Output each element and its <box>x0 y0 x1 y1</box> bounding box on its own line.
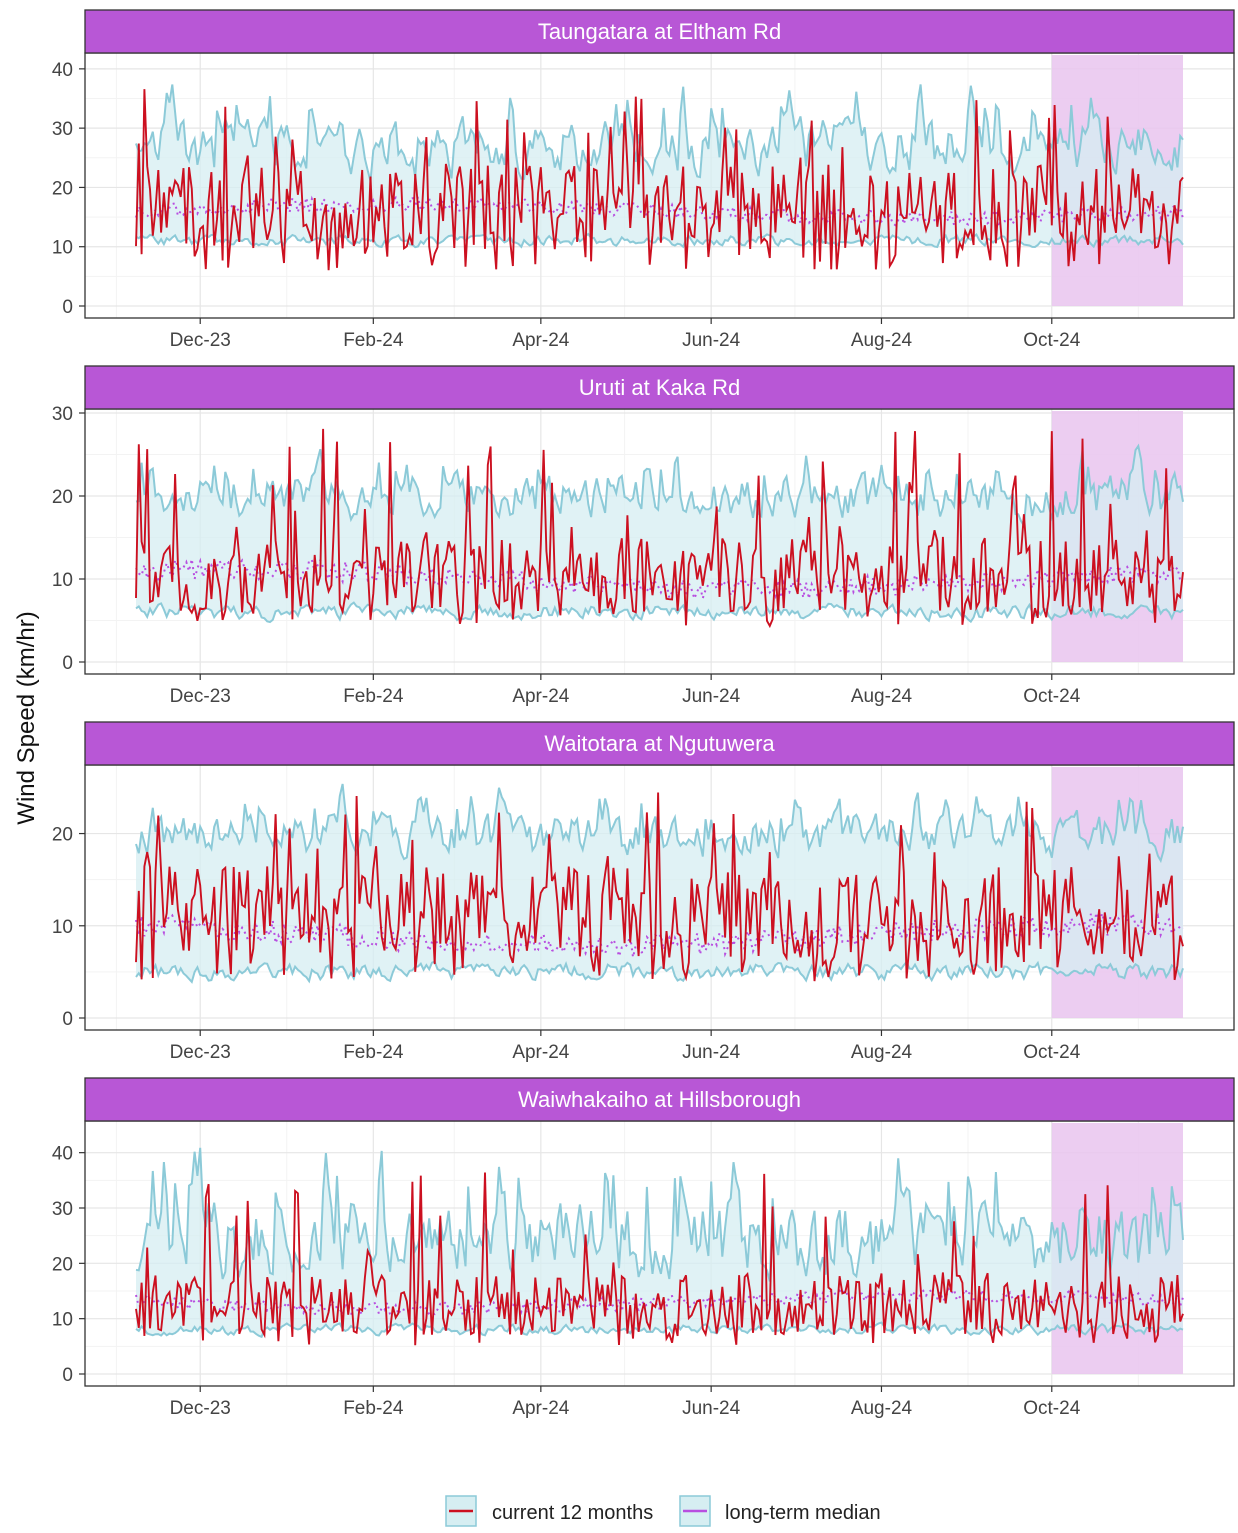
y-tick-label: 40 <box>52 1144 73 1165</box>
panel-2: Uruti at Kaka Rd 0 10 20 30 Dec-23 Feb-24 Apr-2… <box>52 365 1235 707</box>
y-tick-label: 30 <box>52 1199 73 1220</box>
facet-strip <box>84 365 1235 410</box>
band-upper-line <box>135 443 1184 529</box>
x-tick-label: Feb-24 <box>343 686 404 707</box>
median-line <box>135 1286 1184 1318</box>
y-tick-label: 0 <box>62 1365 73 1386</box>
legend: current 12 months long-term median <box>445 1495 881 1527</box>
x-tick-label: Apr-24 <box>512 686 569 707</box>
x-tick-label: Aug-24 <box>851 1398 913 1419</box>
facet-title: Waiwhakaiho at Hillsborough <box>518 1087 801 1112</box>
current-line <box>135 792 1184 982</box>
x-tick-label: Oct-24 <box>1023 1042 1080 1063</box>
x-tick-label: Feb-24 <box>343 330 404 351</box>
x-tick-label: Feb-24 <box>343 1042 404 1063</box>
x-tick-label: Apr-24 <box>512 1398 569 1419</box>
x-tick-label: Apr-24 <box>512 1042 569 1063</box>
legend-label-current: current 12 months <box>492 1502 653 1524</box>
x-tick-label: Aug-24 <box>851 330 913 351</box>
current-line <box>135 428 1184 629</box>
panel-1: Taungatara at Eltham Rd 0 10 20 30 40 Dec-23 Fe… <box>52 9 1235 351</box>
x-tick-label: Jun-24 <box>682 686 741 707</box>
band-area <box>136 84 1183 248</box>
facet-strip <box>84 9 1235 54</box>
facet-strip <box>84 721 1235 766</box>
panel-3: Waitotara at Ngutuwera 0 10 20 Dec-23 Feb-24 A… <box>52 721 1235 1063</box>
x-tick-label: Dec-23 <box>170 686 231 707</box>
x-tick-label: Dec-23 <box>170 330 231 351</box>
y-tick-label: 0 <box>62 1009 73 1030</box>
x-tick-label: Oct-24 <box>1023 686 1080 707</box>
y-tick-label: 30 <box>52 404 73 425</box>
facet-title: Taungatara at Eltham Rd <box>538 19 781 44</box>
y-tick-label: 40 <box>52 60 73 81</box>
y-tick-label: 10 <box>52 238 73 259</box>
x-tick-label: Aug-24 <box>851 1042 913 1063</box>
y-axis-label: Wind Speed (km/hr) <box>13 611 40 824</box>
facet-title: Uruti at Kaka Rd <box>579 375 740 400</box>
current-line <box>135 1172 1184 1346</box>
y-tick-label: 30 <box>52 119 73 140</box>
x-tick-label: Jun-24 <box>682 330 741 351</box>
y-tick-label: 0 <box>62 653 73 674</box>
x-tick-label: Dec-23 <box>170 1398 231 1419</box>
band-upper-line <box>135 1147 1184 1282</box>
y-tick-label: 20 <box>52 1254 73 1275</box>
y-tick-label: 20 <box>52 487 73 508</box>
x-tick-label: Dec-23 <box>170 1042 231 1063</box>
facet-strip <box>84 1077 1235 1122</box>
y-tick-label: 20 <box>52 178 73 199</box>
x-tick-label: Jun-24 <box>682 1042 741 1063</box>
y-tick-label: 20 <box>52 825 73 846</box>
current-line <box>135 89 1184 271</box>
x-tick-label: Jun-24 <box>682 1398 741 1419</box>
band-lower-line <box>135 960 1184 984</box>
y-tick-label: 10 <box>52 917 73 938</box>
y-tick-label: 10 <box>52 570 73 591</box>
facet-title: Waitotara at Ngutuwera <box>544 731 775 756</box>
y-tick-label: 10 <box>52 1310 73 1331</box>
y-tick-label: 0 <box>62 297 73 318</box>
x-tick-label: Feb-24 <box>343 1398 404 1419</box>
panel-4: Waiwhakaiho at Hillsborough 0 10 20 30 40 Dec-… <box>52 1077 1235 1419</box>
x-tick-label: Apr-24 <box>512 330 569 351</box>
x-tick-label: Aug-24 <box>851 686 913 707</box>
legend-label-median: long-term median <box>725 1502 881 1524</box>
x-tick-label: Oct-24 <box>1023 330 1080 351</box>
x-tick-label: Oct-24 <box>1023 1398 1080 1419</box>
